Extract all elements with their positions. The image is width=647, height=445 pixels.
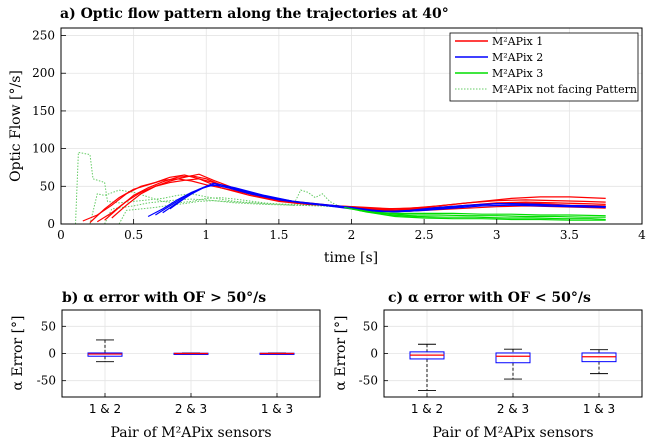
x-tick-label: 3 [493,228,501,242]
panel-b-title: b) α error with OF > 50°/s [62,290,266,306]
panel-a-legend: M²APix 1 M²APix 2 M²APix 3 M²APix not facin… [449,32,639,102]
series-line-m-apix-not-facing-pattern [104,189,352,225]
box-3 [259,352,295,355]
y-tick-label: 200 [32,66,55,80]
y-tick-label: 100 [32,142,55,156]
x-tick-label: 2.5 [415,228,434,242]
box-1 [87,339,123,363]
box-2 [495,348,531,380]
panel-c-title: c) α error with OF < 50°/s [388,290,591,306]
series-line-m-apix-3 [358,209,606,221]
panel-c-y-axis-label: α Error [°] [333,315,349,390]
panel-a-y-axis-label: Optic Flow [°/s] [8,70,24,182]
y-tick-label: 0 [48,347,56,361]
panel-c-x-axis-label: Pair of M²APix sensors [432,425,593,441]
panel-b-x-axis-label: Pair of M²APix sensors [110,425,271,441]
y-tick-label: 50 [40,179,55,193]
x-tick-label: 1 & 2 [411,402,443,416]
panel-b-box-plot: b) α error with OF > 50°/s -50 0 50 1 & 2 2 … [10,290,321,441]
panel-c-ticks: -50 0 50 1 & 2 2 & 3 1 & 3 [359,319,615,416]
series-line-m-apix-2 [169,184,606,213]
series-line-m-apix-1 [89,178,606,223]
panel-c-boxes [409,343,617,391]
x-tick-label: 1 & 3 [583,402,615,416]
panel-c-grid [384,310,642,397]
panel-a-x-axis-label: time [s] [324,250,378,266]
panel-b-y-axis-label: α Error [°] [10,315,26,390]
y-tick-label: 0 [370,347,378,361]
x-tick-label: 4 [638,228,646,242]
x-tick-label: 2 & 3 [175,402,207,416]
x-tick-label: 2 [348,228,356,242]
x-tick-label: 1 & 3 [261,402,293,416]
y-tick-label: 50 [41,319,56,333]
legend-box [449,32,639,102]
y-tick-label: 50 [363,319,378,333]
x-tick-label: 1.5 [269,228,288,242]
x-tick-label: 1 [202,228,210,242]
x-tick-label: 2 & 3 [497,402,529,416]
x-tick-label: 1 & 2 [89,402,121,416]
box-1 [409,343,445,391]
box-iqr [495,352,531,364]
x-tick-label: 0.5 [124,228,143,242]
y-tick-label: 250 [32,29,55,43]
legend-entry: M²APix not facing Pattern [492,83,637,96]
x-tick-label: 0 [57,228,65,242]
y-tick-label: -50 [37,374,56,388]
box-2 [173,352,209,355]
panel-a-ticks: 0 0.5 1 1.5 2 2.5 3 3.5 4 0 50 100 150 200 250 [32,29,646,242]
panel-b-boxes [87,339,295,363]
box-3 [581,349,617,375]
legend-entry: M²APix 3 [492,67,543,80]
y-tick-label: 150 [32,104,55,118]
legend-entry: M²APix 2 [492,51,543,64]
series-line-m-apix-3 [344,206,606,217]
panel-b-ticks: -50 0 50 1 & 2 2 & 3 1 & 3 [37,319,293,416]
y-tick-label: 0 [47,217,55,231]
series-line-m-apix-3 [351,208,606,218]
series-line-m-apix-not-facing-pattern [118,200,352,225]
panel-a-line-chart: a) Optic flow pattern along the trajecto… [8,6,646,266]
y-tick-label: -50 [359,374,378,388]
legend-entry: M²APix 1 [492,35,543,48]
series-line-m-apix-3 [365,211,606,221]
panel-a-title: a) Optic flow pattern along the trajecto… [60,6,449,22]
panel-c-box-plot: c) α error with OF < 50°/s -50 0 50 1 & 2 2 … [333,290,643,441]
panel-a-plot-area [75,151,606,225]
x-tick-label: 3.5 [560,228,579,242]
